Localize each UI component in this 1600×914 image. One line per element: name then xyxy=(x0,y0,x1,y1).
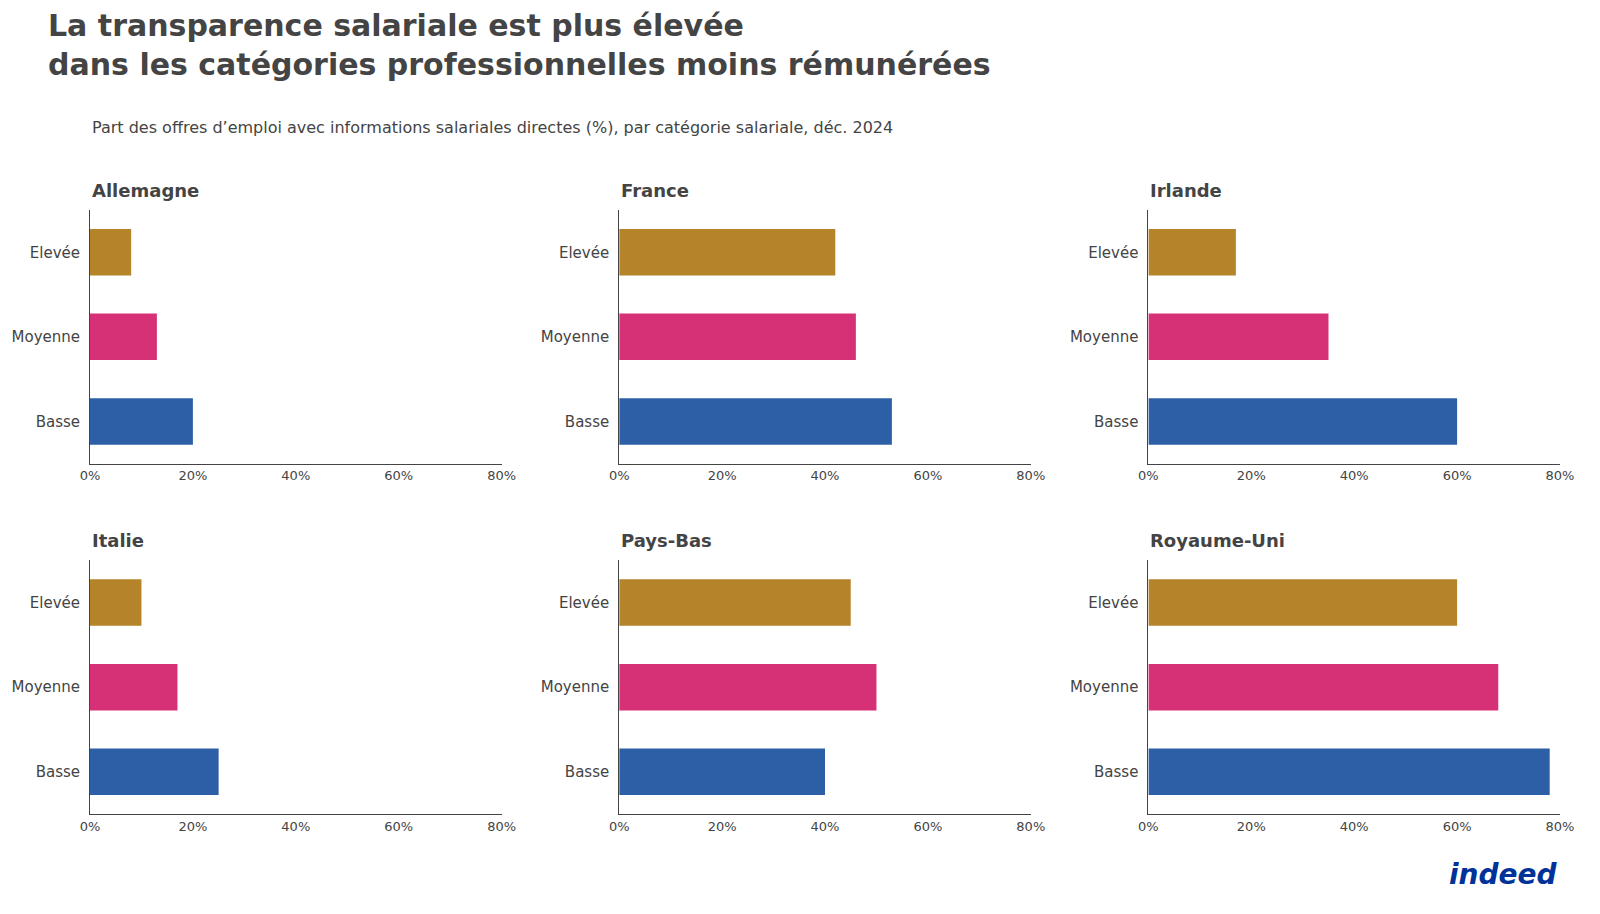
svg-text:Basse: Basse xyxy=(565,763,609,781)
svg-text:Royaume-Uni: Royaume-Uni xyxy=(1150,530,1285,551)
svg-text:Elevée: Elevée xyxy=(30,594,80,612)
svg-text:80%: 80% xyxy=(1016,819,1045,834)
svg-text:20%: 20% xyxy=(178,819,207,834)
svg-text:Basse: Basse xyxy=(36,413,80,431)
svg-text:0%: 0% xyxy=(609,819,630,834)
svg-text:Basse: Basse xyxy=(1094,413,1138,431)
svg-text:Part des offres d’emploi avec: Part des offres d’emploi avec informatio… xyxy=(92,118,893,137)
svg-text:Moyenne: Moyenne xyxy=(1070,678,1138,696)
svg-text:60%: 60% xyxy=(1443,819,1472,834)
svg-text:20%: 20% xyxy=(1237,468,1266,483)
svg-text:La transparence salariale est: La transparence salariale est plus élevé… xyxy=(48,8,991,82)
svg-text:Basse: Basse xyxy=(1094,763,1138,781)
svg-text:indeed: indeed xyxy=(1449,858,1558,891)
svg-text:Moyenne: Moyenne xyxy=(1070,328,1138,346)
svg-text:0%: 0% xyxy=(80,819,101,834)
svg-text:40%: 40% xyxy=(281,468,310,483)
svg-text:Elevée: Elevée xyxy=(30,244,80,262)
svg-text:Elevée: Elevée xyxy=(559,244,609,262)
svg-text:20%: 20% xyxy=(178,468,207,483)
svg-text:Allemagne: Allemagne xyxy=(92,180,199,201)
svg-text:Basse: Basse xyxy=(565,413,609,431)
svg-text:Moyenne: Moyenne xyxy=(541,678,609,696)
svg-text:Irlande: Irlande xyxy=(1150,180,1222,201)
svg-text:60%: 60% xyxy=(913,468,942,483)
svg-text:80%: 80% xyxy=(487,819,516,834)
svg-text:60%: 60% xyxy=(384,819,413,834)
svg-text:Moyenne: Moyenne xyxy=(12,678,80,696)
svg-text:80%: 80% xyxy=(487,468,516,483)
svg-text:40%: 40% xyxy=(1340,468,1369,483)
svg-text:40%: 40% xyxy=(811,468,840,483)
svg-text:60%: 60% xyxy=(384,468,413,483)
svg-text:Pays-Bas: Pays-Bas xyxy=(621,530,712,551)
svg-text:20%: 20% xyxy=(1237,819,1266,834)
svg-text:60%: 60% xyxy=(1443,468,1472,483)
svg-text:0%: 0% xyxy=(609,468,630,483)
svg-text:40%: 40% xyxy=(1340,819,1369,834)
svg-text:40%: 40% xyxy=(281,819,310,834)
svg-text:Moyenne: Moyenne xyxy=(12,328,80,346)
svg-text:Elevée: Elevée xyxy=(1088,594,1138,612)
svg-text:Basse: Basse xyxy=(36,763,80,781)
svg-text:60%: 60% xyxy=(913,819,942,834)
svg-text:Italie: Italie xyxy=(92,530,144,551)
svg-text:0%: 0% xyxy=(80,468,101,483)
svg-text:Moyenne: Moyenne xyxy=(541,328,609,346)
svg-text:Elevée: Elevée xyxy=(1088,244,1138,262)
svg-text:80%: 80% xyxy=(1546,819,1575,834)
svg-text:20%: 20% xyxy=(708,819,737,834)
svg-text:0%: 0% xyxy=(1138,468,1159,483)
svg-text:80%: 80% xyxy=(1546,468,1575,483)
svg-text:40%: 40% xyxy=(811,819,840,834)
svg-text:France: France xyxy=(621,180,689,201)
svg-text:20%: 20% xyxy=(708,468,737,483)
svg-text:80%: 80% xyxy=(1016,468,1045,483)
svg-text:0%: 0% xyxy=(1138,819,1159,834)
svg-text:Elevée: Elevée xyxy=(559,594,609,612)
